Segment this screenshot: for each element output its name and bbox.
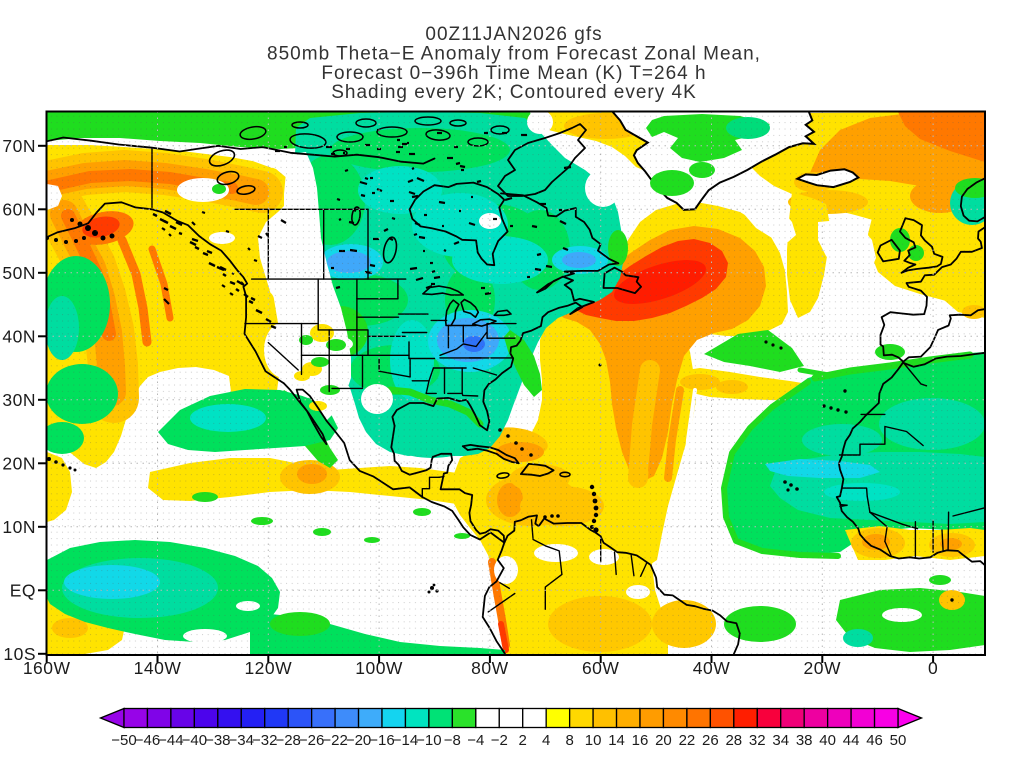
svg-text:8: 8 [565,732,573,749]
svg-text:20W: 20W [804,658,841,678]
svg-text:00Z11JAN2026 gfs: 00Z11JAN2026 gfs [425,24,602,45]
svg-text:2: 2 [519,732,527,749]
svg-text:80W: 80W [471,658,508,678]
svg-text:−50: −50 [111,732,136,749]
svg-text:−38: −38 [205,732,230,749]
svg-text:50: 50 [890,732,907,749]
svg-text:−14: −14 [393,732,418,749]
svg-text:44: 44 [843,732,860,749]
svg-text:−28: −28 [275,732,300,749]
svg-text:−8: −8 [444,732,461,749]
svg-text:30N: 30N [2,390,36,410]
svg-text:4: 4 [542,732,550,749]
svg-text:20N: 20N [2,453,36,473]
svg-text:−20: −20 [346,732,371,749]
svg-text:38: 38 [796,732,813,749]
svg-text:−16: −16 [369,732,394,749]
svg-text:−22: −22 [322,732,347,749]
svg-text:−2: −2 [491,732,508,749]
svg-text:10: 10 [585,732,602,749]
svg-text:14: 14 [608,732,625,749]
svg-text:40: 40 [819,732,836,749]
svg-text:100W: 100W [355,658,403,678]
svg-text:−10: −10 [416,732,441,749]
svg-text:−26: −26 [299,732,324,749]
svg-text:0: 0 [928,658,938,678]
svg-text:40W: 40W [693,658,730,678]
svg-text:22: 22 [679,732,696,749]
svg-text:Forecast 0−396h Time Mean (K): Forecast 0−396h Time Mean (K) T=264 h [321,63,706,84]
svg-text:34: 34 [772,732,789,749]
svg-text:−46: −46 [135,732,160,749]
svg-text:120W: 120W [244,658,292,678]
svg-text:−32: −32 [252,732,277,749]
svg-text:−4: −4 [467,732,484,749]
svg-text:40N: 40N [2,326,36,346]
svg-text:10S: 10S [3,644,36,664]
svg-text:EQ: EQ [10,580,36,600]
svg-text:26: 26 [702,732,719,749]
svg-text:850mb Theta−E Anomaly from For: 850mb Theta−E Anomaly from Forecast Zona… [267,44,761,65]
svg-text:50N: 50N [2,263,36,283]
svg-text:60N: 60N [2,199,36,219]
svg-text:20: 20 [655,732,672,749]
svg-text:16: 16 [632,732,649,749]
svg-text:−44: −44 [158,732,183,749]
svg-text:28: 28 [725,732,742,749]
svg-text:32: 32 [749,732,766,749]
svg-text:10N: 10N [2,517,36,537]
svg-text:140W: 140W [134,658,182,678]
svg-text:70N: 70N [2,136,36,156]
svg-text:46: 46 [866,732,883,749]
svg-text:−34: −34 [229,732,254,749]
svg-text:−40: −40 [182,732,207,749]
svg-text:160W: 160W [23,658,71,678]
svg-text:Shading every 2K; Contoured ev: Shading every 2K; Contoured every 4K [331,82,697,103]
svg-text:60W: 60W [582,658,619,678]
